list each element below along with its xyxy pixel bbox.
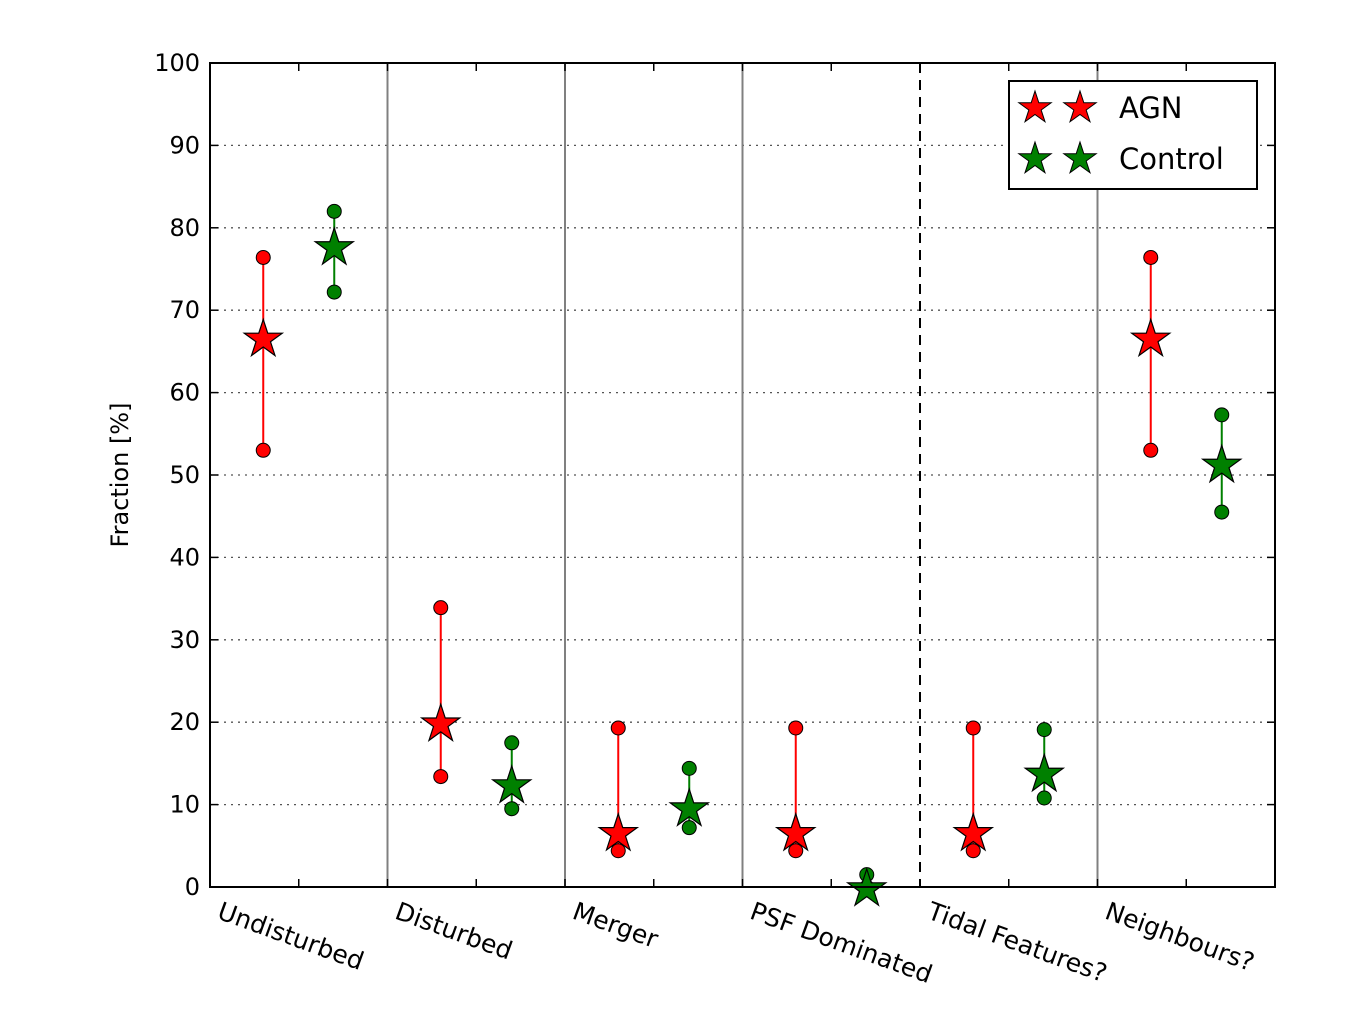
x-category-labels: Undisturbed Disturbed Merger PSF DominatedT… [214, 896, 1258, 989]
y-tick-labels: 0 10 20 30 40 50 60 70 80 90 100 [154, 49, 200, 901]
data-point-star [419, 702, 462, 742]
data-point-star [597, 811, 640, 852]
lower-bound-point [433, 769, 449, 785]
legend-label: AGN [1119, 91, 1183, 125]
x-category-label: Neighbours? [1101, 896, 1258, 977]
x-category-label: PSF Dominated [746, 896, 936, 989]
legend-box [1008, 80, 1258, 190]
y-tick-label: 10 [169, 791, 200, 819]
y-tick-label: 70 [169, 296, 200, 324]
y-tick-label: 60 [169, 379, 200, 407]
y-tick-label: 20 [169, 708, 200, 736]
upper-bound-point [433, 600, 449, 616]
data-point-star [1200, 443, 1243, 484]
upper-bound-point [255, 249, 271, 265]
upper-bound-point [965, 720, 981, 736]
upper-bound-point [1143, 249, 1159, 265]
data-point-star [1129, 317, 1172, 358]
data-point-star [313, 225, 356, 266]
lower-bound-point [681, 820, 697, 836]
upper-bound-point [610, 720, 626, 736]
legend-label: Control [1119, 142, 1224, 176]
lower-bound-point [965, 843, 981, 859]
upper-bound-point [681, 760, 697, 776]
upper-bound-point [504, 735, 520, 751]
series-agn [242, 249, 1172, 859]
legend-marker [1017, 89, 1053, 124]
data-point-star [668, 787, 711, 827]
category-separators [386, 63, 1099, 887]
y-axis-title: Fraction [%] [106, 403, 134, 548]
legend: AGN Control [1008, 80, 1258, 190]
series-control [313, 203, 1243, 907]
y-tick-label: 40 [169, 543, 200, 571]
y-tick-label: 100 [154, 49, 200, 77]
lower-bound-point [504, 801, 520, 817]
lower-bound-point [788, 843, 804, 859]
upper-bound-point [326, 203, 342, 219]
upper-bound-point [788, 720, 804, 736]
lower-bound-point [1036, 790, 1052, 806]
axis-ticks [210, 62, 1275, 888]
data-point-star [242, 317, 285, 358]
y-tick-label: 50 [169, 461, 200, 489]
data-point-star [952, 811, 995, 852]
y-tick-label: 30 [169, 626, 200, 654]
data-point-star [1023, 752, 1066, 793]
legend-marker [1017, 140, 1053, 175]
data-points [242, 203, 1243, 907]
lower-bound-point [326, 284, 342, 300]
legend-marker [1062, 89, 1098, 124]
legend-marker [1062, 140, 1098, 175]
x-category-label: Tidal Features? [923, 896, 1111, 988]
lower-bound-point [610, 843, 626, 859]
lower-bound-point [1214, 504, 1230, 520]
x-category-label: Merger [569, 896, 663, 954]
data-point-star [774, 811, 817, 852]
lower-bound-point [255, 442, 271, 458]
y-tick-label: 0 [185, 873, 200, 901]
upper-bound-point [1036, 722, 1052, 738]
upper-bound-point [1214, 407, 1230, 423]
y-tick-label: 90 [169, 131, 200, 159]
y-tick-label: 80 [169, 214, 200, 242]
data-point-star [490, 764, 533, 804]
lower-bound-point [1143, 442, 1159, 458]
x-category-label: Undisturbed [214, 896, 368, 976]
x-category-label: Disturbed [391, 896, 516, 965]
